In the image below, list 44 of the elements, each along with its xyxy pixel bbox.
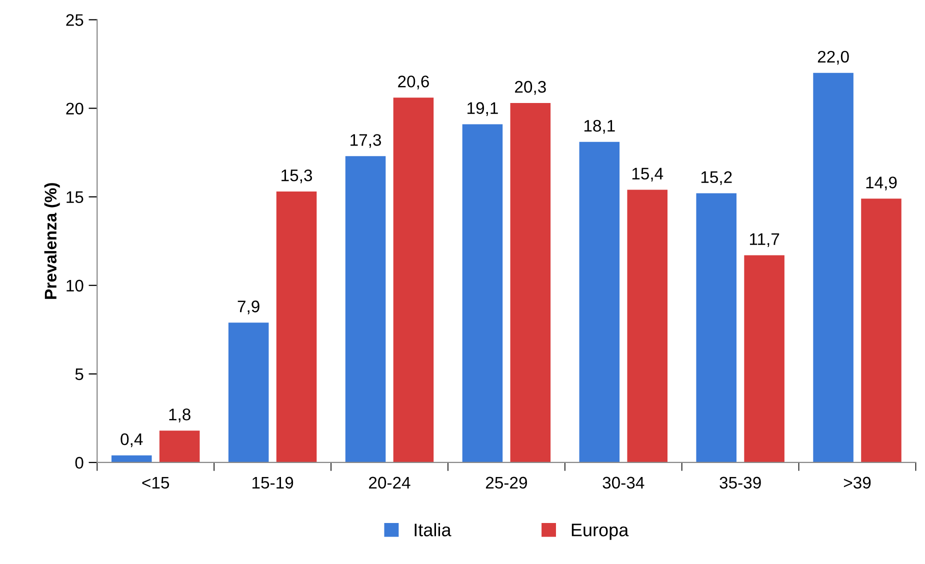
data-label: 1,8 (169, 408, 190, 422)
data-label: 20,3 (515, 80, 546, 95)
legend-label: Europa (572, 524, 629, 540)
y-tick-label: 20 (66, 102, 84, 114)
data-label: 11,7 (750, 233, 780, 248)
x-tick-label: 15-19 (252, 476, 294, 489)
data-label: 15,3 (282, 169, 312, 184)
data-label: 7,9 (238, 300, 260, 314)
x-tick-label: >39 (844, 476, 871, 489)
y-tick-label: 10 (66, 280, 84, 292)
x-tick-label: 30-34 (602, 476, 644, 489)
x-tick-label: 35-39 (720, 476, 761, 489)
bar (111, 455, 152, 462)
y-tick-label: 25 (66, 14, 84, 26)
data-label: 15,2 (701, 171, 732, 186)
bar (345, 156, 386, 462)
data-label: 14,9 (866, 176, 897, 190)
bar (276, 192, 317, 462)
x-tick-label: 20-24 (369, 476, 410, 489)
y-tick-label: 0 (75, 456, 84, 469)
bar (462, 124, 503, 462)
data-label: 17,3 (350, 134, 382, 148)
bar (744, 255, 784, 462)
x-tick-label: 25-29 (486, 476, 527, 489)
bar (813, 72, 854, 462)
data-label: 19,1 (468, 102, 498, 116)
data-label: 22,0 (818, 50, 849, 65)
bar (861, 198, 902, 462)
x-tick-label: <15 (142, 476, 170, 489)
bar (510, 102, 551, 462)
data-label: 18,1 (584, 120, 615, 134)
bar (627, 190, 668, 462)
bar (579, 142, 620, 462)
bar (393, 98, 434, 462)
y-tick-label: 15 (66, 191, 84, 204)
bar (159, 430, 200, 462)
bar (696, 193, 736, 462)
bar (228, 322, 269, 462)
y-axis-title: Prevalenza (%) (44, 183, 60, 299)
legend-label: Italia (414, 523, 452, 536)
data-label: 20,6 (398, 76, 429, 90)
data-label: 0,4 (120, 433, 143, 448)
data-label: 15,4 (632, 168, 664, 182)
y-tick-label: 5 (75, 368, 84, 380)
